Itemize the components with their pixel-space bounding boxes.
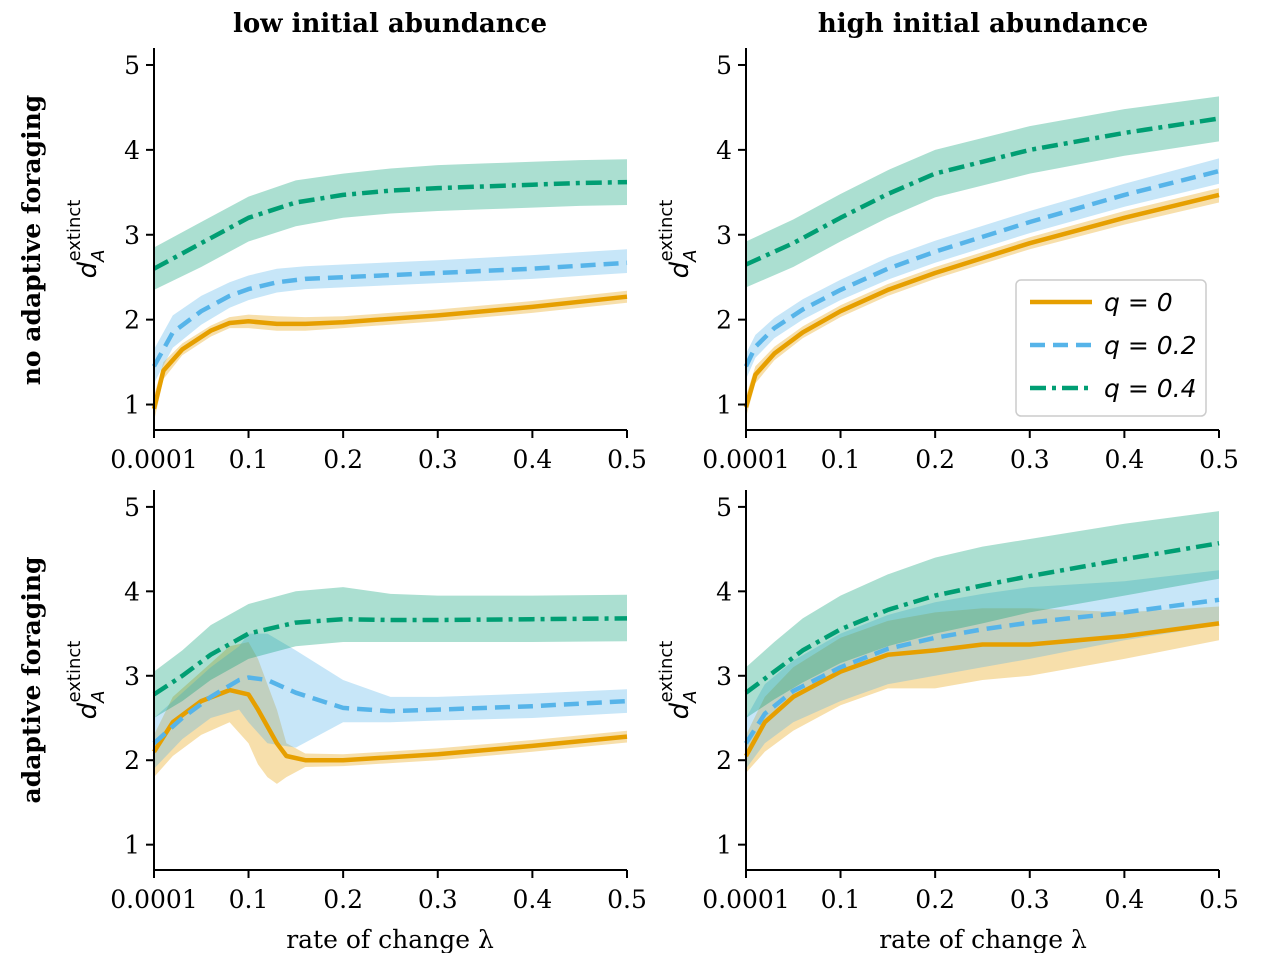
series-line-0 xyxy=(744,621,1220,758)
panel-top-right: 1 2 3 4 5 0.0001 0.1 0.2 0.3 0.4 0.5 dAextinct xyxy=(656,48,1239,474)
y-tick-label: 1 xyxy=(716,391,732,420)
y-tick-label: 4 xyxy=(716,136,732,165)
y-tick-label: 5 xyxy=(124,51,140,80)
x-tick-label: 0.0001 xyxy=(110,445,197,474)
series-line-2 xyxy=(152,616,628,697)
x-tick-label: 0.5 xyxy=(1199,445,1239,474)
series-line-2 xyxy=(152,179,628,271)
y-tick-label: 3 xyxy=(124,662,140,691)
y-tick-label: 1 xyxy=(124,831,140,860)
y-tick-label: 2 xyxy=(124,746,140,775)
y-tick-label: 3 xyxy=(716,662,732,691)
x-tick-label: 0.4 xyxy=(1104,445,1144,474)
series-line-1 xyxy=(744,597,1220,745)
series-line-2 xyxy=(745,116,1220,267)
panel-top-left: 1 2 3 4 5 0.0001 0.1 0.2 0.3 0.4 0.5 dAextinct xyxy=(64,48,647,474)
x-tick-label: 0.1 xyxy=(229,445,269,474)
y-tick-label: 4 xyxy=(124,577,140,606)
y-axis-label: dAextinct xyxy=(656,200,701,279)
x-tick-label: 0.3 xyxy=(418,885,458,914)
row-title-no-adaptive: no adaptive foraging xyxy=(17,95,46,386)
series-line-2 xyxy=(744,540,1220,695)
x-tick-label: 0.0001 xyxy=(702,885,789,914)
x-tick-label: 0.1 xyxy=(821,885,861,914)
x-tick-label: 0.4 xyxy=(512,445,552,474)
y-tick-label: 3 xyxy=(716,221,732,250)
y-tick-label: 2 xyxy=(716,746,732,775)
legend-label: q = 0.2 xyxy=(1104,331,1196,360)
x-tick-label: 0.2 xyxy=(915,445,955,474)
ci-band-0 xyxy=(746,188,1219,418)
x-tick-label: 0.4 xyxy=(512,885,552,914)
series-line-0 xyxy=(743,192,1220,408)
panel-bottom-left: 1 2 3 4 5 0.0001 0.1 0.2 0.3 0.4 0.5 dAextinct xyxy=(64,490,647,914)
y-tick-label: 5 xyxy=(716,493,732,522)
col-title-high: high initial abundance xyxy=(818,9,1148,39)
y-tick-label: 4 xyxy=(124,136,140,165)
legend-label: q = 0 xyxy=(1104,288,1173,317)
series-line-1 xyxy=(743,168,1220,368)
xlabel-left: rate of change λ xyxy=(286,925,494,953)
y-tick-label: 5 xyxy=(716,51,732,80)
col-title-low: low initial abundance xyxy=(233,9,547,39)
x-tick-label: 0.0001 xyxy=(702,445,789,474)
y-tick-label: 2 xyxy=(124,306,140,335)
x-tick-label: 0.4 xyxy=(1104,885,1144,914)
y-tick-label: 3 xyxy=(124,221,140,250)
ci-band-2 xyxy=(746,96,1219,288)
x-tick-label: 0.5 xyxy=(607,885,647,914)
ci-band-2 xyxy=(746,511,1219,718)
y-axis-label: dAextinct xyxy=(656,641,701,720)
series-line-0 xyxy=(151,294,628,410)
y-tick-label: 1 xyxy=(716,831,732,860)
series-line-1 xyxy=(152,260,628,368)
x-tick-label: 0.5 xyxy=(607,445,647,474)
panel-bottom-right: 1 2 3 4 5 0.0001 0.1 0.2 0.3 0.4 0.5 dAextinct xyxy=(656,490,1239,914)
ci-band-0 xyxy=(746,606,1219,773)
x-tick-label: 0.0001 xyxy=(110,885,197,914)
x-tick-label: 0.1 xyxy=(229,885,269,914)
x-tick-label: 0.5 xyxy=(1199,885,1239,914)
y-tick-label: 1 xyxy=(124,391,140,420)
y-tick-label: 2 xyxy=(716,306,732,335)
x-tick-label: 0.1 xyxy=(821,445,861,474)
x-tick-label: 0.2 xyxy=(323,885,363,914)
x-tick-label: 0.2 xyxy=(915,885,955,914)
xlabel-right: rate of change λ xyxy=(879,925,1087,953)
series-line-1 xyxy=(152,675,628,745)
legend-frame xyxy=(1015,279,1207,417)
ci-band-2 xyxy=(154,159,627,290)
legend: q = 0 q = 0.2 q = 0.4 xyxy=(1015,279,1207,417)
x-tick-label: 0.3 xyxy=(418,445,458,474)
y-axis-label: dAextinct xyxy=(64,641,109,720)
y-tick-label: 5 xyxy=(124,493,140,522)
y-axis-label: dAextinct xyxy=(64,200,109,279)
ci-band-1 xyxy=(746,570,1219,769)
y-tick-label: 4 xyxy=(716,577,732,606)
x-tick-label: 0.3 xyxy=(1010,445,1050,474)
legend-label: q = 0.4 xyxy=(1104,374,1196,403)
ci-band-1 xyxy=(746,158,1219,380)
x-tick-label: 0.3 xyxy=(1010,885,1050,914)
row-title-adaptive: adaptive foraging xyxy=(17,557,46,804)
series-line-0 xyxy=(152,687,628,763)
x-tick-label: 0.2 xyxy=(323,445,363,474)
